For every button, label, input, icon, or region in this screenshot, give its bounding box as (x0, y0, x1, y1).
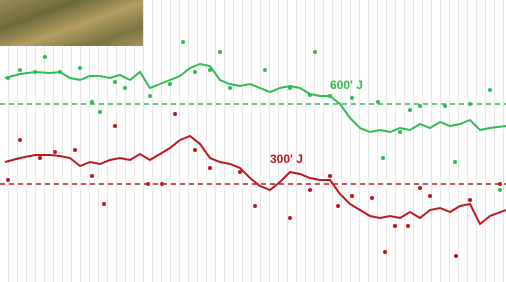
reference-label: 300' J (270, 152, 303, 166)
scatter-point (6, 76, 10, 80)
scatter-point (238, 170, 242, 174)
scatter-point (113, 80, 117, 84)
scatter-point (381, 156, 385, 160)
scatter-point (218, 50, 222, 54)
scatter-point (383, 250, 387, 254)
scatter-point (6, 178, 10, 182)
scatter-point (160, 182, 164, 186)
scatter-point (428, 194, 432, 198)
scatter-point (454, 254, 458, 258)
scatter-point (418, 186, 422, 190)
scatter-point (208, 166, 212, 170)
scatter-point (43, 55, 47, 59)
scatter-point (90, 174, 94, 178)
scatter-point (468, 102, 472, 106)
scatter-point (181, 40, 185, 44)
scatter-point (336, 204, 340, 208)
scatter-point (173, 112, 177, 116)
scatter-point (90, 100, 94, 104)
scatter-point (453, 160, 457, 164)
scatter-point (193, 148, 197, 152)
scatter-point (308, 93, 312, 97)
scatter-point (146, 182, 150, 186)
scatter-point (288, 86, 292, 90)
scatter-point (263, 68, 267, 72)
scatter-point (498, 182, 502, 186)
scatter-point (78, 66, 82, 70)
scatter-point (98, 110, 102, 114)
scatter-point (123, 86, 127, 90)
scatter-point (350, 96, 354, 100)
scatter-point (253, 204, 257, 208)
scatter-point (328, 94, 332, 98)
series-line (5, 64, 506, 132)
scatter-point (468, 198, 472, 202)
scatter-point (376, 100, 380, 104)
scatter-point (488, 88, 492, 92)
series-line (5, 136, 506, 224)
scatter-point (313, 50, 317, 54)
scatter-point (38, 156, 42, 160)
scatter-point (208, 68, 212, 72)
scatter-point (102, 202, 106, 206)
scatter-point (33, 70, 37, 74)
scatter-point (393, 224, 397, 228)
scatter-point (58, 70, 62, 74)
scatter-point (53, 150, 57, 154)
chart: 600' J 300' J (0, 0, 506, 282)
scatter-point (113, 124, 117, 128)
scatter-point (443, 104, 447, 108)
scatter-point (418, 104, 422, 108)
scatter-point (18, 68, 22, 72)
scatter-point (308, 188, 312, 192)
scatter-point (168, 82, 172, 86)
chart-screenshot: 600' J 300' J (0, 0, 506, 282)
reference-label: 600' J (330, 78, 363, 92)
scatter-point (406, 224, 410, 228)
scatter-point (328, 174, 332, 178)
scatter-point (193, 70, 197, 74)
scatter-point (228, 86, 232, 90)
scatter-point (408, 108, 412, 112)
scatter-point (350, 194, 354, 198)
scatter-point (498, 188, 502, 192)
scatter-point (18, 138, 22, 142)
scatter-point (73, 148, 77, 152)
scatter-point (370, 196, 374, 200)
scatter-point (398, 130, 402, 134)
scatter-point (148, 94, 152, 98)
scatter-point (288, 216, 292, 220)
